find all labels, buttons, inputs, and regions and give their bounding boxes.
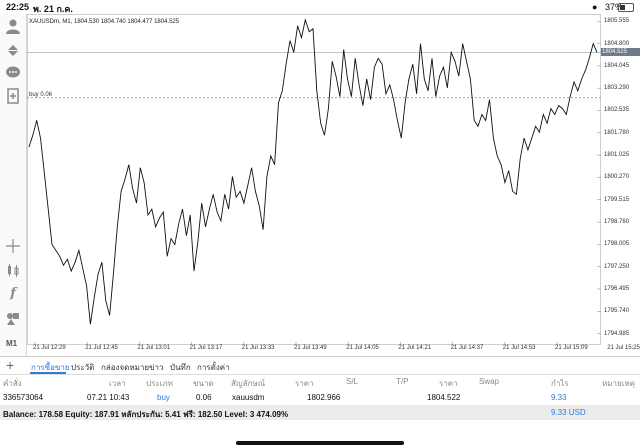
account-icon[interactable] bbox=[5, 18, 21, 34]
order-open-price: 1802.966 bbox=[307, 393, 341, 402]
tab-settings[interactable]: การตั้งค่า bbox=[197, 363, 230, 372]
time-tick-label: 21 Jul 13:49 bbox=[294, 345, 327, 351]
col-swap: Swap bbox=[479, 377, 500, 386]
current-price-tag: 1804.525 bbox=[601, 48, 640, 57]
price-tick-label: 1803.290 bbox=[604, 85, 630, 92]
tab-journal[interactable]: บันทึก bbox=[170, 363, 191, 372]
active-tab-indicator bbox=[30, 372, 66, 374]
time-tick-label: 21 Jul 14:05 bbox=[346, 345, 379, 351]
time-tick-label: 21 Jul 15:25 bbox=[607, 345, 640, 351]
home-indicator[interactable] bbox=[236, 441, 404, 445]
col-comment: หมายเหตุ bbox=[602, 379, 635, 388]
chat-icon[interactable] bbox=[5, 65, 21, 81]
time-axis: 21 Jul 12:29 21 Jul 12:45 21 Jul 13:01 21 J… bbox=[27, 344, 640, 354]
order-id: 336573064 bbox=[3, 393, 44, 402]
price-axis: 1805.555 1804.800 1804.045 1803.290 1802.535… bbox=[601, 14, 640, 356]
trade-arrows-icon[interactable] bbox=[5, 42, 21, 58]
order-current-price: 1804.522 bbox=[427, 393, 461, 402]
col-sl: S/L bbox=[346, 377, 359, 386]
account-summary: Balance: 178.58 Equity: 187.91 หลักประกั… bbox=[0, 405, 640, 420]
chart-header: XAUUSDm, M1, 1804.530 1804.740 1804.477 … bbox=[29, 19, 180, 25]
col-current-price: ราคา bbox=[439, 379, 458, 388]
time-tick-label: 21 Jul 13:17 bbox=[189, 345, 223, 351]
status-bar: 22:25 พ. 21 ก.ค. ● 37% bbox=[0, 0, 640, 14]
order-volume: 0.06 bbox=[196, 393, 212, 402]
tab-trade[interactable]: การซื้อขาย bbox=[31, 363, 70, 372]
price-tick-label: 1795.740 bbox=[604, 308, 630, 315]
order-type: buy bbox=[157, 393, 170, 402]
account-summary-text: Balance: 178.58 Equity: 187.91 หลักประกั… bbox=[3, 410, 289, 419]
time-tick-label: 21 Jul 12:29 bbox=[33, 345, 66, 351]
table-header: คำสั่ง เวลา ประเภท ขนาด สัญลักษณ์ ราคา S… bbox=[0, 374, 640, 388]
price-tick-label: 1799.515 bbox=[604, 196, 630, 203]
price-tick-label: 1805.555 bbox=[604, 18, 630, 25]
price-tick-label: 1796.495 bbox=[604, 285, 630, 292]
price-tick-label: 1798.005 bbox=[604, 241, 630, 248]
time-tick-label: 21 Jul 15:09 bbox=[555, 345, 588, 351]
status-time: 22:25 bbox=[6, 2, 30, 12]
add-icon[interactable]: + bbox=[6, 357, 15, 373]
time-tick-label: 21 Jul 12:45 bbox=[85, 345, 118, 351]
indicators-icon[interactable]: f bbox=[10, 286, 16, 301]
price-tick-label: 1804.045 bbox=[604, 62, 630, 69]
battery-level: 37% bbox=[605, 2, 624, 12]
total-profit: 9.33 USD bbox=[551, 408, 586, 417]
order-time: 07.21 10:43 bbox=[87, 393, 130, 402]
table-row[interactable]: 336573064 07.21 10:43 buy 0.06 xauusdm 1… bbox=[0, 389, 640, 406]
crosshair-icon[interactable] bbox=[5, 238, 21, 254]
tab-mailbox[interactable]: กล่องจดหมาย bbox=[101, 363, 150, 372]
time-tick-label: 21 Jul 14:53 bbox=[502, 345, 536, 351]
col-tp: T/P bbox=[396, 377, 409, 386]
price-tick-label: 1801.025 bbox=[604, 152, 630, 159]
objects-icon[interactable] bbox=[5, 310, 21, 326]
tab-news[interactable]: ข่าว bbox=[149, 363, 164, 372]
order-symbol: xauusdm bbox=[232, 393, 265, 402]
chart-type-icon[interactable] bbox=[5, 262, 21, 278]
col-order: คำสั่ง bbox=[3, 379, 22, 388]
terminal-tabs: + การซื้อขาย ประวัติ กล่องจดหมาย ข่าว บั… bbox=[0, 356, 640, 375]
status-date: พ. 21 ก.ค. bbox=[33, 4, 73, 14]
price-tick-label: 1802.535 bbox=[604, 107, 630, 114]
tab-history[interactable]: ประวัติ bbox=[71, 363, 95, 372]
col-volume: ขนาด bbox=[193, 379, 214, 388]
price-tick-label: 1798.760 bbox=[604, 219, 630, 226]
col-symbol: สัญลักษณ์ bbox=[231, 379, 266, 388]
buy-line-label: buy 0.06 bbox=[29, 92, 53, 98]
time-tick-label: 21 Jul 14:21 bbox=[398, 345, 432, 351]
battery-icon bbox=[618, 3, 634, 12]
col-price: ราคา bbox=[295, 379, 314, 388]
price-series-line bbox=[28, 18, 598, 325]
new-order-icon[interactable] bbox=[5, 88, 21, 104]
price-tick-label: 1800.270 bbox=[604, 174, 630, 181]
price-tick-label: 1804.800 bbox=[604, 40, 630, 47]
time-tick-label: 21 Jul 13:33 bbox=[241, 345, 275, 351]
price-tick-label: 1794.985 bbox=[604, 330, 630, 337]
chart-frame bbox=[27, 14, 601, 345]
wifi-icon: ● bbox=[592, 2, 598, 12]
timeframe-button[interactable]: M1 bbox=[6, 339, 18, 348]
chart-toolbar: f M1 bbox=[0, 14, 27, 356]
col-type: ประเภท bbox=[146, 379, 173, 388]
price-chart[interactable]: buy 0.06 XAUUSDm, M1, 1804.530 1804.740 1… bbox=[27, 14, 610, 345]
chart-canvas: buy 0.06 XAUUSDm, M1, 1804.530 1804.740 1… bbox=[27, 14, 610, 345]
price-tick-label: 1797.250 bbox=[604, 263, 630, 270]
order-profit: 9.33 bbox=[551, 393, 567, 402]
col-time: เวลา bbox=[109, 379, 126, 388]
time-tick-label: 21 Jul 14:37 bbox=[450, 345, 484, 351]
price-tick-label: 1801.780 bbox=[604, 129, 630, 136]
time-tick-label: 21 Jul 13:01 bbox=[137, 345, 171, 351]
col-profit: กำไร bbox=[551, 379, 569, 388]
